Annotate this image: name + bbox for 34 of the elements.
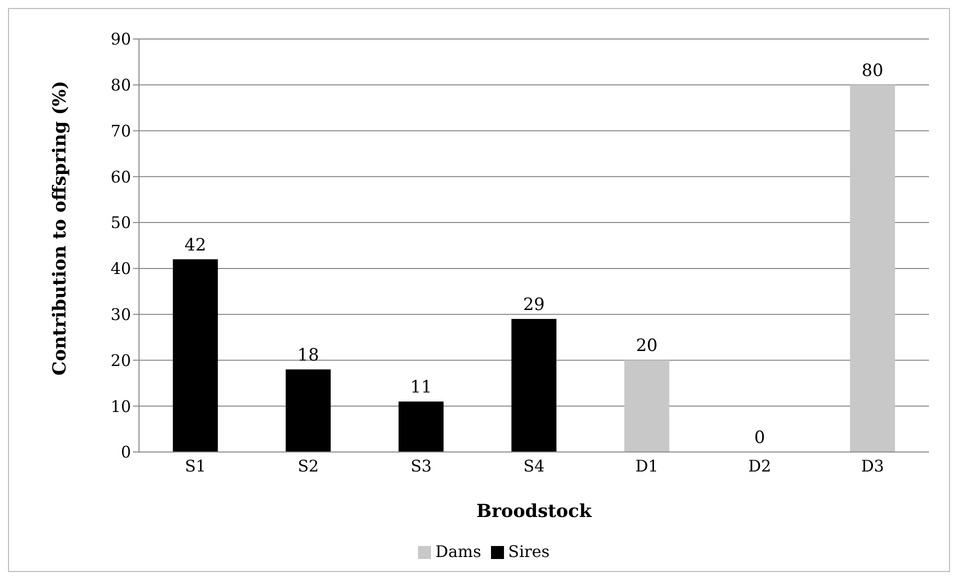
x-tick-label: S4 (523, 456, 545, 476)
y-tick-label: 10 (110, 396, 131, 416)
data-label: 29 (523, 294, 545, 315)
data-label: 11 (410, 378, 432, 398)
data-label: 20 (636, 336, 658, 356)
bar (172, 259, 218, 452)
x-tick-label: S2 (298, 456, 319, 476)
x-tick-label: D2 (748, 456, 772, 476)
y-tick-label: 90 (110, 30, 131, 49)
x-axis-title: Broodstock (476, 501, 592, 522)
data-label: 0 (754, 428, 766, 448)
y-tick-label: 70 (110, 121, 131, 140)
data-label: 42 (184, 235, 206, 256)
data-label: 80 (862, 60, 884, 81)
bar (286, 369, 331, 452)
y-tick-label: 30 (110, 305, 131, 324)
y-tick-label: 50 (110, 213, 131, 232)
y-tick-label: 60 (110, 167, 131, 186)
bar (511, 318, 556, 452)
x-tick-label: D3 (861, 456, 884, 476)
x-tick-label: S1 (184, 456, 206, 476)
y-tick-label: 0 (120, 442, 131, 462)
y-axis-title: Contribution to offspring (%) (49, 80, 70, 376)
bar (624, 360, 670, 452)
y-tick-label: 80 (110, 76, 131, 95)
x-tick-label: S3 (410, 456, 432, 476)
legend-label: Sires (508, 542, 550, 561)
legend-label: Dams (435, 542, 482, 561)
y-tick-label: 20 (110, 350, 131, 370)
bar (398, 402, 444, 452)
y-tick-label: 40 (110, 259, 131, 278)
x-tick-label: D1 (635, 456, 658, 476)
data-label: 18 (297, 345, 320, 366)
bar (850, 84, 895, 452)
